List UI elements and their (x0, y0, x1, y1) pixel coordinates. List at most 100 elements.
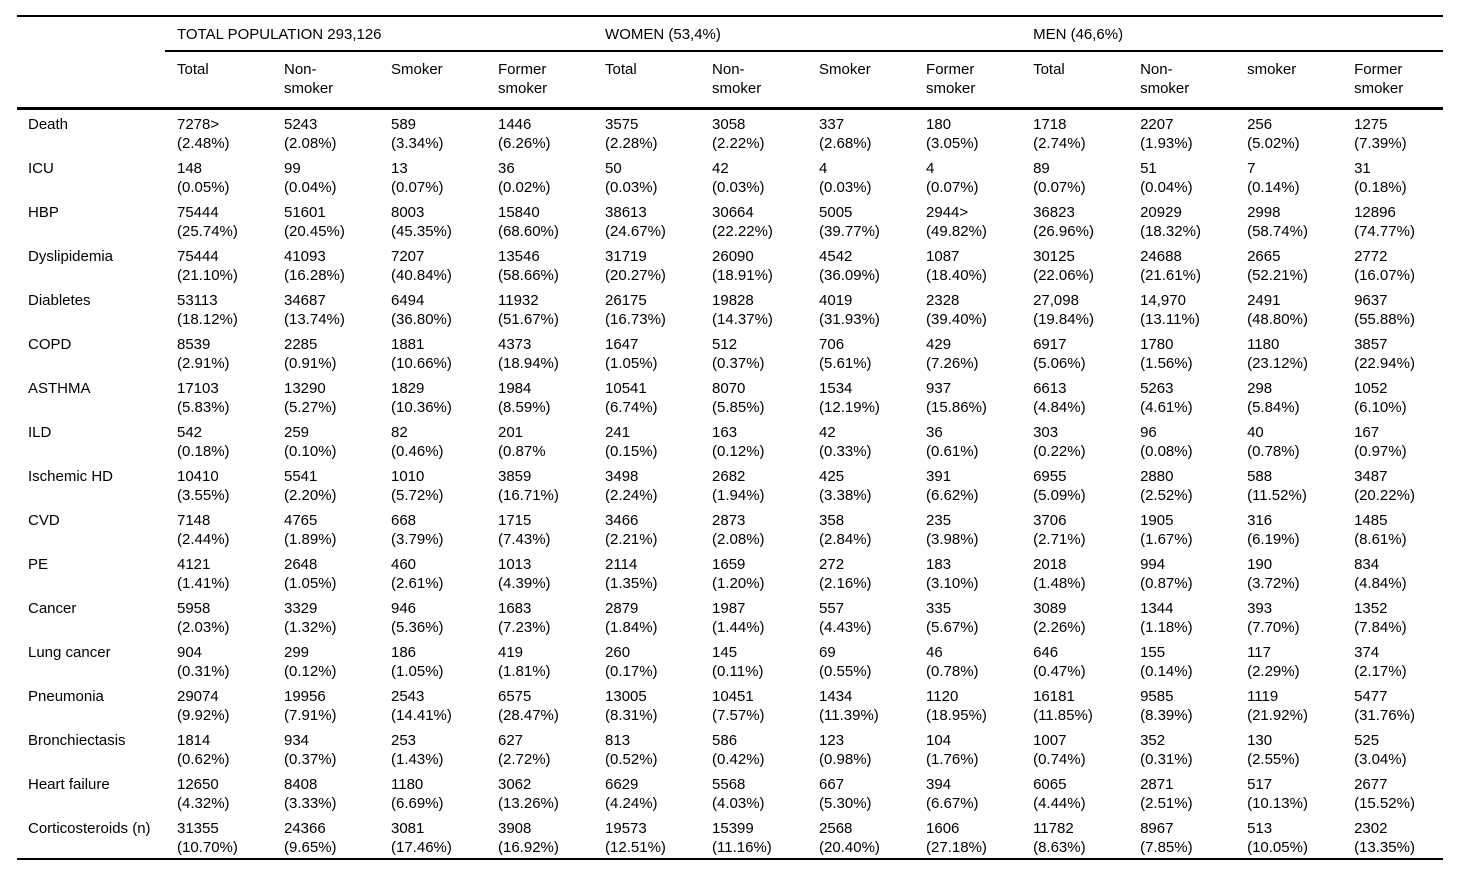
cell-percent: (45.35%) (391, 223, 452, 240)
cell-percent: (1.20%) (712, 575, 765, 592)
cell-count: 20929 (1140, 204, 1182, 221)
data-cell: 393 (7.70%) (1235, 594, 1342, 638)
data-cell: 253 (1.43%) (379, 726, 486, 770)
cell-percent: (3.79%) (391, 531, 444, 548)
data-cell: 2998 (58.74%) (1235, 198, 1342, 242)
data-cell: 260 (0.17%) (593, 638, 700, 682)
cell-percent: (8.39%) (1140, 707, 1193, 724)
cell-percent: (5.36%) (391, 619, 444, 636)
cell-count: 36823 (1033, 204, 1075, 221)
data-cell: 419 (1.81%) (486, 638, 593, 682)
cell-count: 994 (1140, 556, 1166, 573)
cell-percent: (22.22%) (712, 223, 773, 240)
cell-count: 19956 (284, 688, 326, 705)
cell-percent: (4.03%) (712, 795, 765, 812)
table-row: HBP 75444 (25.74%) 51601 (20.45%) 8003 (45.35%… (17, 198, 1443, 242)
data-cell: 2944> (49.82%) (914, 198, 1021, 242)
cell-percent: (21.61%) (1140, 267, 1201, 284)
table-row: Heart failure 12650 (4.32%) 8408 (3.33%) 1180… (17, 770, 1443, 814)
data-cell: 706 (5.61%) (807, 330, 914, 374)
cell-count: 627 (498, 732, 524, 749)
data-cell: 117 (2.29%) (1235, 638, 1342, 682)
data-cell: 1010 (5.72%) (379, 462, 486, 506)
column-header-non-smoker: Non-smoker (284, 61, 334, 97)
data-cell: 13005 (8.31%) (593, 682, 700, 726)
cell-percent: (0.02%) (498, 179, 551, 196)
cell-percent: (0.04%) (284, 179, 337, 196)
cell-percent: (5.02%) (1247, 135, 1300, 152)
cell-percent: (0.52%) (605, 751, 658, 768)
data-cell: 2491 (48.80%) (1235, 286, 1342, 330)
cell-percent: (26.96%) (1033, 223, 1094, 240)
cell-percent: (2.20%) (284, 487, 337, 504)
cell-percent: (2.71%) (1033, 531, 1086, 548)
column-header-row: Total Non-smoker Smoker Former smoker To… (17, 51, 1444, 109)
cell-percent: (4.39%) (498, 575, 551, 592)
data-cell: 16181 (11.85%) (1021, 682, 1128, 726)
data-cell: 542 (0.18%) (165, 418, 272, 462)
cell-count: 11932 (498, 292, 539, 309)
cell-percent: (0.07%) (1033, 179, 1086, 196)
data-cell: 36 (0.02%) (486, 154, 593, 198)
cell-percent: (3.34%) (391, 135, 444, 152)
cell-count: 8003 (391, 204, 425, 221)
cell-count: 2207 (1140, 116, 1174, 133)
data-cell: 6575 (28.47%) (486, 682, 593, 726)
cell-count: 3908 (498, 820, 532, 837)
column-header-non-smoker: Non-smoker (1140, 61, 1190, 97)
cell-count: 6629 (605, 776, 639, 793)
data-cell: 3089 (2.26%) (1021, 594, 1128, 638)
cell-percent: (4.24%) (605, 795, 658, 812)
cell-count: 8967 (1140, 820, 1174, 837)
data-cell: 8003 (45.35%) (379, 198, 486, 242)
cell-count: 337 (819, 116, 845, 133)
data-cell: 1715 (7.43%) (486, 506, 593, 550)
data-cell: 6065 (4.44%) (1021, 770, 1128, 814)
cell-count: 1718 (1033, 116, 1067, 133)
cell-percent: (1.41%) (177, 575, 230, 592)
cell-count: 10410 (177, 468, 219, 485)
data-cell: 586 (0.42%) (700, 726, 807, 770)
cell-percent: (16.71%) (498, 487, 559, 504)
cell-count: 8408 (284, 776, 318, 793)
cell-percent: (13.74%) (284, 311, 345, 328)
cell-percent: (6.74%) (605, 399, 658, 416)
data-cell: 5958 (2.03%) (165, 594, 272, 638)
data-cell: 13546 (58.66%) (486, 242, 593, 286)
cell-count: 2879 (605, 600, 639, 617)
cell-percent: (0.42%) (712, 751, 765, 768)
cell-count: 5477 (1354, 688, 1388, 705)
data-cell: 429 (7.26%) (914, 330, 1021, 374)
cell-count: 706 (819, 336, 845, 353)
cell-percent: (27.18%) (926, 839, 987, 856)
cell-percent: (1.89%) (284, 531, 337, 548)
cell-percent: (0.55%) (819, 663, 872, 680)
data-cell: 82 (0.46%) (379, 418, 486, 462)
cell-count: 586 (712, 732, 738, 749)
cell-count: 1780 (1140, 336, 1174, 353)
cell-count: 167 (1354, 424, 1380, 441)
cell-percent: (0.14%) (1247, 179, 1300, 196)
data-cell: 5263 (4.61%) (1128, 374, 1235, 418)
data-cell: 4121 (1.41%) (165, 550, 272, 594)
data-cell: 3859 (16.71%) (486, 462, 593, 506)
cell-count: 19828 (712, 292, 754, 309)
cell-count: 1881 (391, 336, 425, 353)
cell-count: 904 (177, 644, 203, 661)
data-cell: 1905 (1.67%) (1128, 506, 1235, 550)
cell-count: 588 (1247, 468, 1273, 485)
cell-percent: (0.31%) (177, 663, 230, 680)
data-cell: 834 (4.84%) (1342, 550, 1443, 594)
data-cell: 75444 (25.74%) (165, 198, 272, 242)
cell-count: 1905 (1140, 512, 1174, 529)
data-cell: 2665 (52.21%) (1235, 242, 1342, 286)
data-cell: 2285 (0.91%) (272, 330, 379, 374)
cell-count: 99 (284, 160, 301, 177)
cell-percent: (7.57%) (712, 707, 765, 724)
data-cell: 513 (10.05%) (1235, 814, 1342, 859)
cell-count: 46 (926, 644, 943, 661)
cell-count: 130 (1247, 732, 1273, 749)
cell-percent: (2.48%) (177, 135, 230, 152)
cell-percent: (0.62%) (177, 751, 230, 768)
cell-percent: (18.40%) (926, 267, 987, 284)
